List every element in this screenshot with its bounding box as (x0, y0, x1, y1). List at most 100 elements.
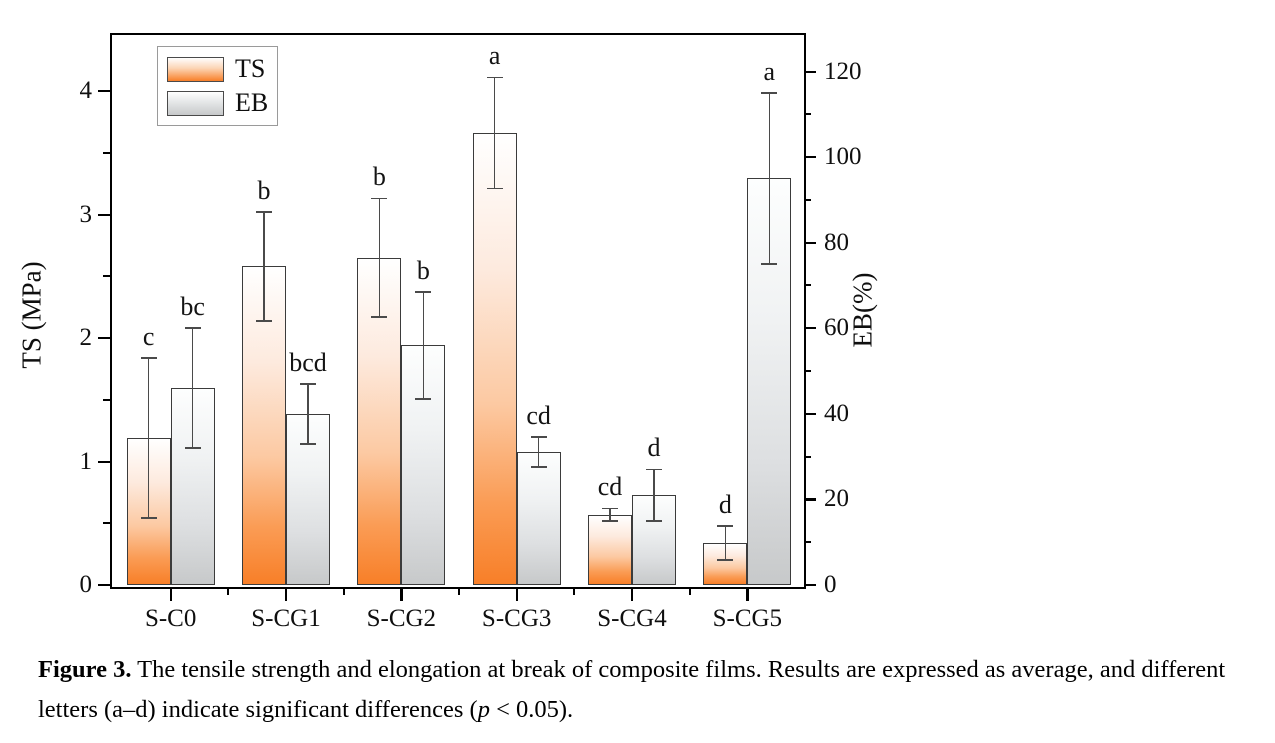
error-bar-cap-bottom (646, 519, 662, 522)
caption-text: The tensile strength and elongation at b… (38, 656, 1226, 723)
y-right-major-tick (804, 584, 816, 587)
error-bar-cap-top (415, 290, 432, 293)
sig-letter-ts-s-cg3: a (488, 41, 501, 71)
bar-eb-s-cg4 (632, 495, 676, 585)
chart-area: TS (MPa) EB(%) TS EB 0 1 2 3 4 0 20 40 60 80 100 12… (16, 33, 878, 632)
y-left-minor-tick (103, 398, 110, 401)
y-left-major-tick (98, 460, 110, 463)
error-bar-cap-top (602, 507, 618, 510)
y-right-minor-tick (804, 113, 811, 116)
y-right-major-tick (804, 156, 816, 159)
sig-letter-eb-s-c0: bc (180, 292, 205, 322)
error-bar-line (768, 92, 771, 265)
x-minor-tick (227, 587, 230, 595)
y-right-minor-tick (804, 541, 811, 544)
x-major-tick (515, 587, 518, 601)
category-label: S-CG2 (366, 605, 437, 632)
error-bar-cap-bottom (300, 442, 316, 445)
caption-p-symbol: p (477, 696, 490, 723)
y-right-tick-label: 40 (824, 399, 849, 427)
category-label: S-CG5 (712, 605, 783, 632)
error-bar-line (147, 357, 150, 519)
sig-letter-ts-s-cg5: d (718, 489, 732, 519)
bar-eb-s-cg2 (401, 345, 446, 585)
error-bar-cap-top (761, 92, 778, 94)
legend-swatch-ts (167, 56, 224, 82)
error-bar-line (653, 469, 655, 521)
y-right-minor-tick (804, 370, 811, 373)
error-bar-cap-bottom (602, 519, 618, 522)
error-bar-cap-bottom (184, 447, 201, 449)
y-right-major-tick (804, 241, 816, 244)
y-right-tick-label: 60 (824, 314, 849, 342)
y-right-minor-tick (804, 284, 811, 287)
legend-entry-eb: EB (167, 88, 269, 118)
x-major-tick (169, 587, 172, 601)
sig-letter-eb-s-cg3: cd (526, 401, 551, 431)
caption-figure-label: Figure 3. (38, 656, 132, 683)
y-right-major-tick (804, 412, 816, 416)
y-left-minor-tick (103, 522, 110, 525)
sig-letter-eb-s-cg2: b (416, 255, 430, 285)
y-left-tick-label: 1 (79, 447, 93, 475)
error-bar-cap-top (184, 327, 201, 330)
y-left-tick-label: 2 (79, 324, 93, 352)
x-minor-tick (342, 587, 345, 595)
error-bar-cap-top (646, 468, 662, 471)
y-right-major-tick (804, 70, 816, 73)
sig-letter-ts-s-cg4: cd (597, 472, 623, 502)
bar-eb-s-cg3 (516, 452, 561, 585)
x-major-tick (631, 587, 634, 601)
category-label: S-CG3 (481, 605, 552, 632)
y-left-minor-tick (103, 275, 110, 278)
error-bar-cap-bottom (256, 319, 272, 322)
y-right-major-tick (804, 327, 816, 330)
y-right-tick-label: 0 (824, 571, 837, 598)
y-right-minor-tick (804, 198, 811, 201)
error-bar-line (307, 383, 309, 444)
y-left-minor-tick (103, 151, 110, 154)
y-right-tick-label: 120 (824, 57, 862, 85)
category-label: S-C0 (144, 605, 197, 632)
error-bar-line (609, 508, 611, 521)
y-left-tick-label: 0 (79, 571, 93, 598)
caption-text-end: < 0.05). (489, 696, 574, 723)
error-bar-cap-bottom (415, 397, 432, 400)
sig-letter-ts-s-cg2: b (372, 162, 386, 192)
y-left-tick-label: 3 (79, 200, 93, 228)
bar-ts-s-cg1 (242, 266, 286, 585)
error-bar-line (378, 198, 381, 318)
error-bar-cap-bottom (371, 316, 388, 318)
error-bar-cap-bottom (717, 559, 734, 562)
y-left-major-tick (98, 337, 110, 340)
error-bar-cap-top (371, 197, 388, 200)
y-right-minor-tick (804, 455, 811, 458)
sig-letter-ts-s-cg1: b (257, 176, 271, 206)
error-bar-cap-bottom (486, 187, 503, 190)
error-bar-line (191, 328, 194, 449)
legend-entry-ts: TS (167, 54, 269, 84)
error-bar-line (422, 291, 425, 399)
x-minor-tick (573, 587, 576, 595)
x-major-tick (285, 587, 288, 601)
figure-caption: Figure 3. The tensile strength and elong… (38, 650, 1244, 730)
error-bar-line (724, 525, 727, 561)
sig-letter-eb-s-cg5: a (763, 56, 776, 86)
y-right-tick-label: 20 (824, 485, 849, 513)
x-minor-tick (688, 587, 691, 595)
error-bar-cap-top (530, 436, 547, 439)
error-bar-cap-top (140, 356, 157, 359)
error-bar-line (537, 437, 540, 468)
error-bar-cap-top (300, 382, 316, 385)
legend: TS EB (157, 46, 278, 126)
x-major-tick (746, 587, 749, 601)
y-right-tick-label: 80 (824, 228, 849, 256)
y-axis-left-title: TS (MPa) (16, 261, 47, 369)
sig-letter-eb-s-cg4: d (647, 433, 661, 463)
error-bar-cap-bottom (761, 263, 778, 265)
x-major-tick (400, 587, 403, 601)
sig-letter-ts-s-c0: c (142, 321, 155, 351)
error-bar-line (493, 77, 496, 189)
legend-swatch-eb (167, 90, 224, 116)
